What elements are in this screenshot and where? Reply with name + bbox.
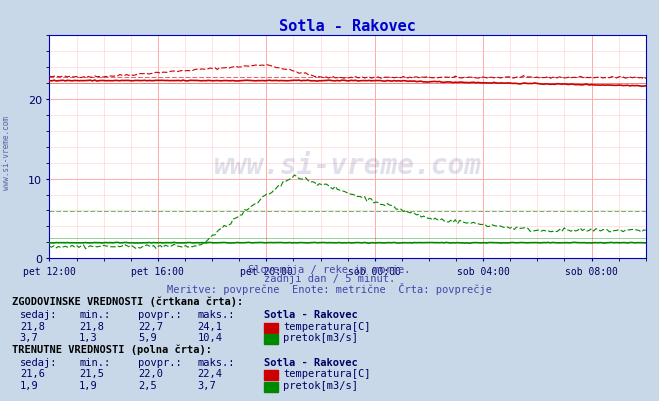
Text: povpr.:: povpr.:	[138, 357, 182, 367]
Text: maks.:: maks.:	[198, 357, 235, 367]
Text: 10,4: 10,4	[198, 332, 223, 342]
Text: 3,7: 3,7	[198, 380, 216, 390]
Text: 22,4: 22,4	[198, 368, 223, 378]
Text: sedaj:: sedaj:	[20, 310, 57, 320]
Text: 22,0: 22,0	[138, 368, 163, 378]
Text: pretok[m3/s]: pretok[m3/s]	[283, 332, 358, 342]
Text: 21,8: 21,8	[79, 321, 104, 331]
Text: Slovenija / reke in morje.: Slovenija / reke in morje.	[248, 265, 411, 275]
Text: TRENUTNE VREDNOSTI (polna črta):: TRENUTNE VREDNOSTI (polna črta):	[12, 344, 212, 354]
Text: 1,9: 1,9	[79, 380, 98, 390]
Text: min.:: min.:	[79, 310, 110, 320]
Text: 1,9: 1,9	[20, 380, 38, 390]
Text: 2,5: 2,5	[138, 380, 157, 390]
Text: min.:: min.:	[79, 357, 110, 367]
Text: ZGODOVINSKE VREDNOSTI (črtkana črta):: ZGODOVINSKE VREDNOSTI (črtkana črta):	[12, 296, 243, 306]
Text: zadnji dan / 5 minut.: zadnji dan / 5 minut.	[264, 273, 395, 284]
Text: temperatura[C]: temperatura[C]	[283, 321, 371, 331]
Text: 1,3: 1,3	[79, 332, 98, 342]
Text: 5,9: 5,9	[138, 332, 157, 342]
Text: pretok[m3/s]: pretok[m3/s]	[283, 380, 358, 390]
Text: 21,5: 21,5	[79, 368, 104, 378]
Text: 21,8: 21,8	[20, 321, 45, 331]
Text: Meritve: povprečne  Enote: metrične  Črta: povprečje: Meritve: povprečne Enote: metrične Črta:…	[167, 282, 492, 294]
Text: temperatura[C]: temperatura[C]	[283, 368, 371, 378]
Text: 22,7: 22,7	[138, 321, 163, 331]
Text: www.si-vreme.com: www.si-vreme.com	[214, 151, 482, 179]
Text: Sotla - Rakovec: Sotla - Rakovec	[264, 310, 357, 320]
Text: 24,1: 24,1	[198, 321, 223, 331]
Text: povpr.:: povpr.:	[138, 310, 182, 320]
Text: sedaj:: sedaj:	[20, 357, 57, 367]
Text: www.si-vreme.com: www.si-vreme.com	[2, 115, 11, 189]
Text: 21,6: 21,6	[20, 368, 45, 378]
Text: 3,7: 3,7	[20, 332, 38, 342]
Title: Sotla - Rakovec: Sotla - Rakovec	[279, 18, 416, 34]
Text: maks.:: maks.:	[198, 310, 235, 320]
Text: Sotla - Rakovec: Sotla - Rakovec	[264, 357, 357, 367]
